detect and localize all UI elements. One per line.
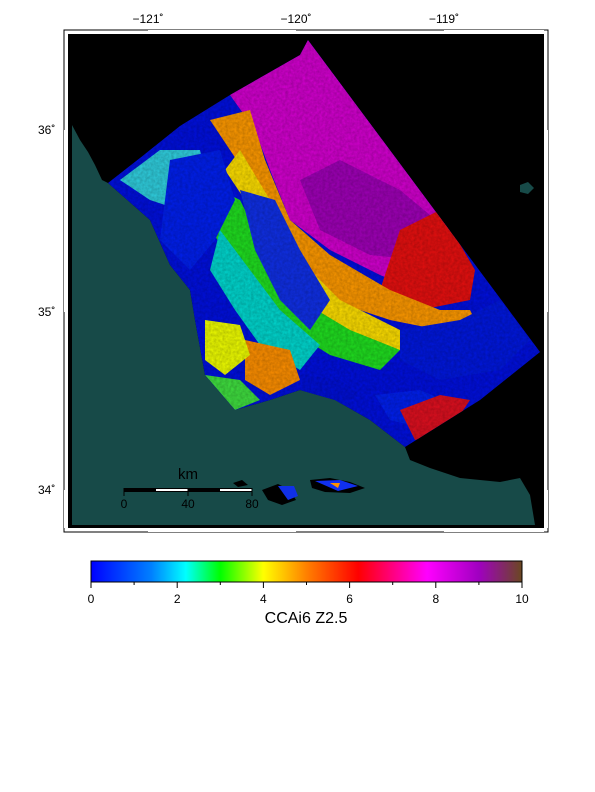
colorbar-title: CCAi6 Z2.5 — [264, 610, 348, 627]
colorbar-tick-label: 2 — [173, 592, 181, 606]
lat-tick-label: 36˚ — [38, 123, 56, 137]
colorbar-tick-label: 6 — [346, 592, 353, 606]
colorbar — [90, 560, 523, 588]
colorbar-tick-label: 0 — [87, 592, 95, 606]
scale-bar-label: 40 — [181, 497, 195, 511]
scale-bar-unit: km — [178, 466, 198, 483]
lat-tick-label: 34˚ — [38, 483, 56, 497]
scale-bar-label: 80 — [245, 497, 259, 511]
lon-tick-label: −121˚ — [132, 12, 164, 26]
lon-tick-label: −120˚ — [280, 12, 312, 26]
colorbar-tick-label: 10 — [515, 592, 529, 606]
ocean-area — [72, 125, 535, 525]
scale-bar-label: 0 — [120, 497, 128, 511]
scale-bar — [123, 488, 253, 496]
colorbar-tick-label: 8 — [432, 592, 440, 606]
lat-tick-label: 35˚ — [38, 305, 56, 319]
colorbar-tick-label: 4 — [260, 592, 267, 606]
channel-islands — [233, 478, 365, 505]
lon-tick-label: −119˚ — [428, 12, 460, 26]
